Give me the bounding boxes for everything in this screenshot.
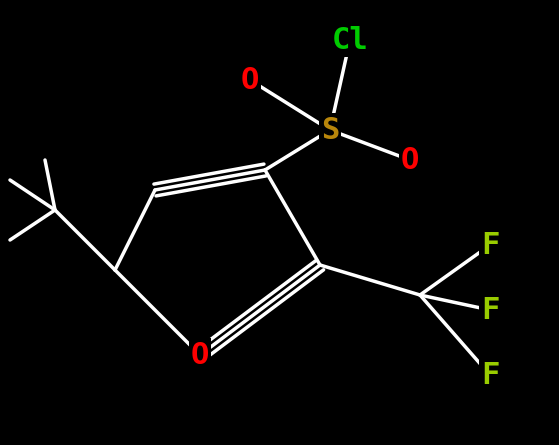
- Text: Cl: Cl: [331, 25, 368, 54]
- Text: S: S: [321, 116, 339, 145]
- Text: F: F: [481, 231, 499, 259]
- Text: F: F: [481, 295, 499, 324]
- Text: O: O: [241, 65, 259, 94]
- Text: O: O: [401, 146, 419, 174]
- Text: O: O: [191, 340, 209, 369]
- Text: F: F: [481, 360, 499, 389]
